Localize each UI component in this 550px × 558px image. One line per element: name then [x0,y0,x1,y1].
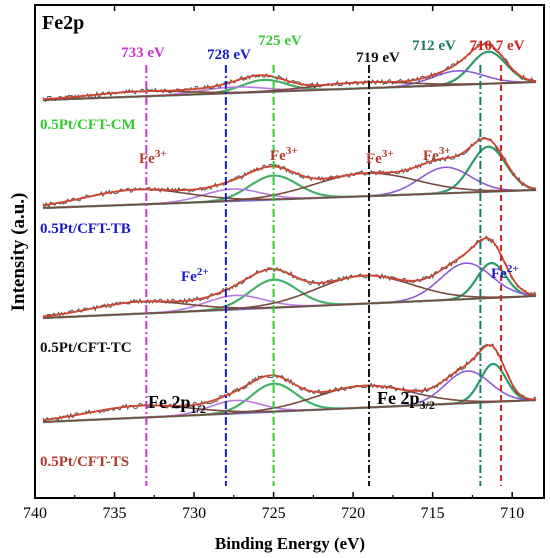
reference-label: 725 eV [258,33,302,49]
fe2-label: Fe2+ [181,266,209,285]
reference-label: 719 eV [356,50,400,66]
x-tick-label: 720 [341,505,365,522]
fe3-label: Fe3+ [270,145,298,164]
series-label: 0.5Pt/CFT-CM [40,117,136,133]
fit-envelope [42,237,537,318]
fe3-label: Fe3+ [139,148,167,167]
y-axis-label: Intensity (a.u.) [8,193,29,312]
fit-envelope [42,43,537,101]
fit-component [42,172,537,209]
fit-component [42,384,536,423]
x-tick-label: 735 [103,505,127,522]
reference-label: 712 eV [412,38,456,54]
series-label: 0.5Pt/CFT-TS [40,454,129,470]
fit-component [42,81,536,101]
x-tick-label: 740 [23,505,47,522]
x-axis-label: Binding Energy (eV) [215,534,365,553]
x-tick-label: 730 [182,505,206,522]
plot-frame [34,4,545,499]
fit-envelope [42,344,537,421]
series-label: 0.5Pt/CFT-TB [40,221,131,237]
x-tick-label: 715 [421,505,445,522]
x-tick-label: 710 [500,505,524,522]
fe2p12-label: Fe 2p1/2 [148,392,206,416]
x-tick-label: 725 [262,505,286,522]
fe2p32-label: Fe 2p3/2 [377,388,435,412]
reference-label: 710.7 eV [470,38,525,54]
reference-label: 733 eV [121,45,165,61]
fit-component [42,274,536,319]
reference-label: 728 eV [207,47,251,63]
fe2-label: Fe2+ [491,263,519,282]
series-label: 0.5Pt/CFT-TC [40,340,132,356]
fe3-label: Fe3+ [366,148,394,167]
fe3-label: Fe3+ [423,145,451,164]
fit-envelope [42,137,537,207]
chart-title: Fe2p [42,12,84,34]
